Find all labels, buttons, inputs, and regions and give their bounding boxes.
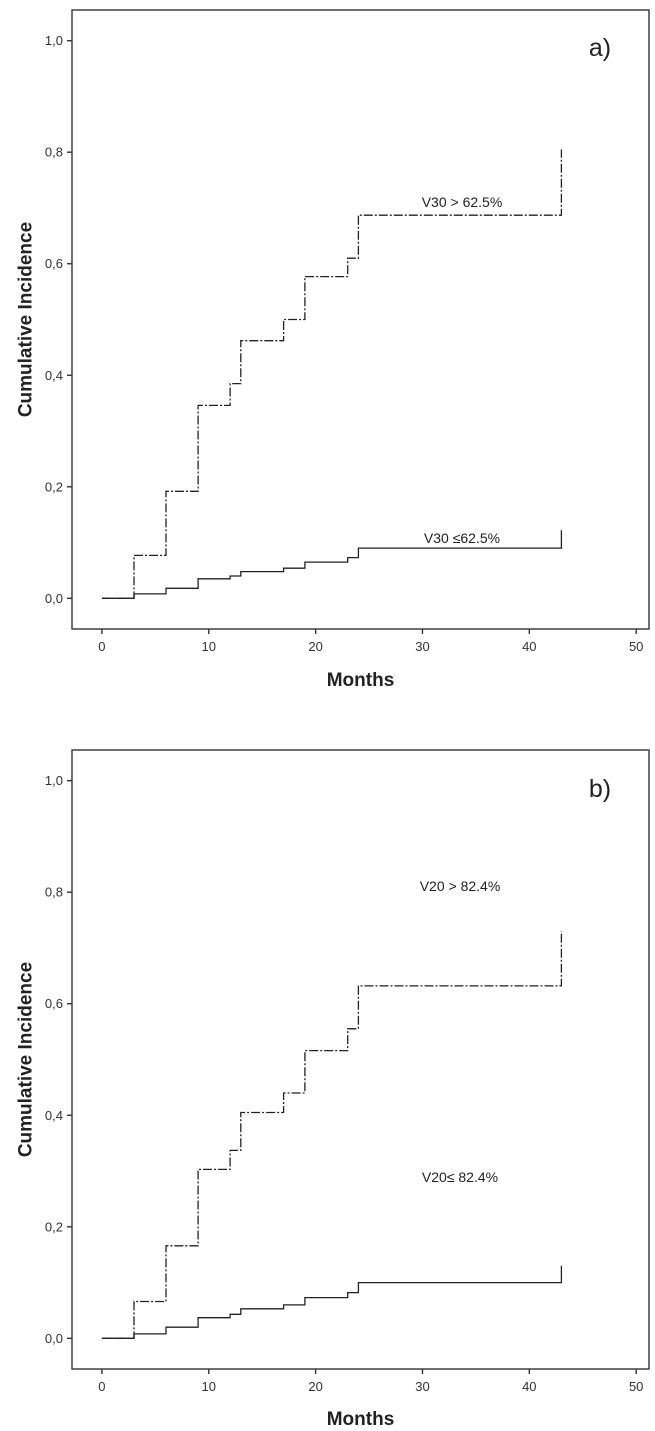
- panel-a-x-tick-label: 20: [308, 639, 322, 654]
- panel-b-y-tick-label: 0,8: [45, 885, 63, 900]
- panel-a-y-axis-title: Cumulative Incidence: [16, 222, 37, 417]
- panel-b-series-low-label: V20≤ 82.4%: [422, 1169, 498, 1185]
- panel-b-plot-frame: [71, 749, 650, 1370]
- panel-a-x-tick-label: 0: [98, 639, 105, 654]
- panel-b-x-tick-label: 10: [202, 1379, 216, 1394]
- panel-a-series-low-line: [101, 530, 563, 599]
- panel-b-series-low-line: [101, 1265, 563, 1339]
- panel-a-y-tick-label: 0,0: [45, 591, 63, 606]
- panel-a-y-tick-label: 0,6: [45, 256, 63, 271]
- panel-a-label: a): [589, 34, 611, 62]
- panel-a-y-tick-label: 0,4: [45, 368, 63, 383]
- panel-b-label: b): [589, 775, 611, 803]
- panel-b-y-tick-label: 0,2: [45, 1219, 63, 1234]
- panel-a-series-low-label: V30 ≤62.5%: [424, 530, 500, 546]
- panel-b-y-axis-title: Cumulative Incidence: [16, 962, 37, 1157]
- panel-a-x-tick-label: 10: [202, 639, 216, 654]
- panel-b-y-tick-label: 0,6: [45, 996, 63, 1011]
- panel-a-y-tick-label: 0,8: [45, 145, 63, 160]
- panel-b-y-tick-label: 0,4: [45, 1108, 63, 1123]
- panel-a-series-high-label: V30 > 62.5%: [422, 194, 503, 210]
- panel-b-series-high-label: V20 > 82.4%: [420, 878, 501, 894]
- panel-b-x-tick-label: 0: [98, 1379, 105, 1394]
- panel-a-x-tick-label: 30: [415, 639, 429, 654]
- panel-a-plot-frame: [71, 9, 650, 630]
- panel-a-x-tick-label: 40: [522, 639, 536, 654]
- panel-a: 0,0 0,2 0,4 0,6 0,8 1,0 0 10 20 30 40 50 Months Cumul…: [16, 9, 650, 691]
- panel-b-y-tick-label: 1,0: [45, 773, 63, 788]
- panel-a-y-tick-label: 0,2: [45, 479, 63, 494]
- panel-b: 0,0 0,2 0,4 0,6 0,8 1,0 0 10 20 30 40 50 Months Cumul…: [16, 749, 650, 1430]
- panel-b-x-axis-title: Months: [327, 1409, 395, 1430]
- panel-b-x-tick-label: 40: [522, 1379, 536, 1394]
- panel-b-x-tick-label: 50: [629, 1379, 643, 1394]
- panel-b-x-tick-label: 20: [308, 1379, 322, 1394]
- panel-a-x-tick-label: 50: [629, 639, 643, 654]
- panel-b-y-tick-label: 0,0: [45, 1331, 63, 1346]
- panel-a-series-high-line: [101, 149, 563, 599]
- panel-a-y-tick-label: 1,0: [45, 33, 63, 48]
- panel-b-series-high-line: [101, 931, 563, 1339]
- panel-b-x-tick-label: 30: [415, 1379, 429, 1394]
- panel-a-x-axis-title: Months: [327, 670, 395, 691]
